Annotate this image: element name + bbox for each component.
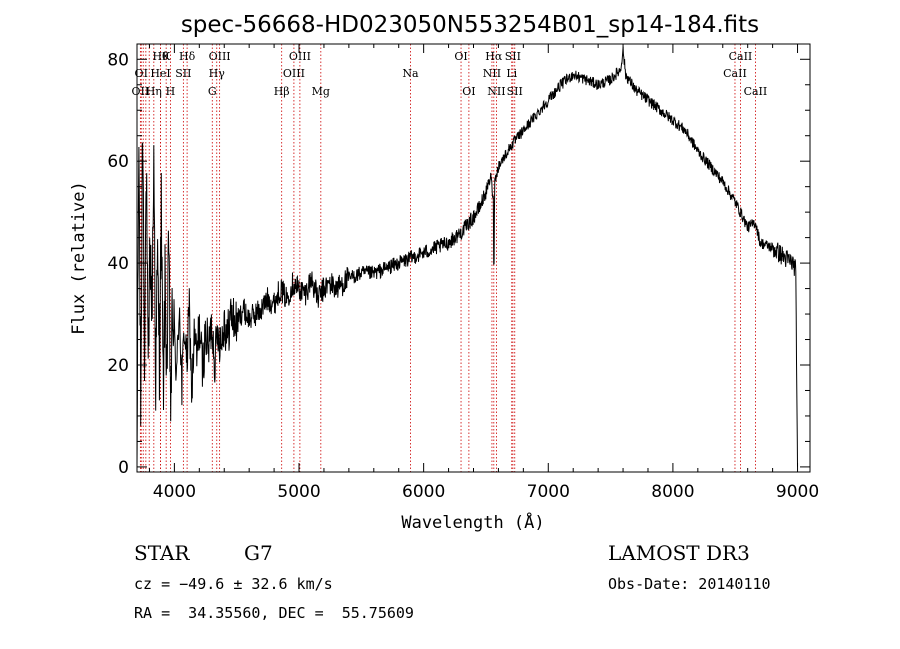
emission-line-label: OI bbox=[135, 67, 148, 80]
x-axis-label: Wavelength (Å) bbox=[401, 511, 544, 533]
emission-line-label: OI bbox=[462, 85, 475, 98]
emission-line-label: NII bbox=[483, 67, 501, 80]
emission-line-markers bbox=[139, 44, 756, 472]
x-tick-label: 6000 bbox=[402, 482, 445, 502]
emission-line-label: Mg bbox=[312, 85, 330, 98]
y-tick-label: 0 bbox=[118, 458, 129, 478]
emission-line-label: G bbox=[208, 85, 217, 98]
y-axis: 0 20 40 60 80 bbox=[107, 50, 810, 478]
emission-line-label: K bbox=[162, 50, 171, 63]
emission-line-label: CaII bbox=[744, 85, 768, 98]
y-tick-label: 80 bbox=[107, 50, 129, 70]
emission-line-label: Hθ bbox=[152, 50, 169, 63]
x-tick-label: 9000 bbox=[776, 482, 819, 502]
emission-line-label: HeI bbox=[150, 67, 170, 80]
emission-line-labels: OII OI Hη Hθ HeI K H SII Hδ G Hγ OIII Hβ OIII OIII Mg Na… bbox=[132, 50, 768, 98]
x-tick-label: 5000 bbox=[277, 482, 320, 502]
survey-name: LAMOST DR3 bbox=[608, 541, 750, 565]
observation-date: Obs-Date: 20140110 bbox=[608, 575, 771, 593]
emission-line-label: Li bbox=[506, 67, 517, 80]
emission-line-label: Hδ bbox=[179, 50, 196, 63]
emission-line-label: Hη bbox=[146, 85, 162, 98]
emission-line-label: Hβ bbox=[274, 85, 290, 98]
x-axis: 4000 5000 6000 7000 8000 9000 bbox=[148, 44, 819, 502]
x-tick-label: 7000 bbox=[527, 482, 570, 502]
emission-line-label: Hα bbox=[485, 50, 503, 63]
emission-line-label: SII bbox=[505, 50, 521, 63]
spectral-subclass: G7 bbox=[244, 541, 273, 565]
x-tick-label: 4000 bbox=[153, 482, 196, 502]
emission-line-label: SII bbox=[507, 85, 523, 98]
coordinates: RA = 34.35560, DEC = 55.75609 bbox=[134, 604, 414, 622]
object-type: STAR bbox=[134, 541, 190, 565]
emission-line-label: CaII bbox=[723, 67, 747, 80]
emission-line-label: H bbox=[166, 85, 176, 98]
emission-line-label: Hγ bbox=[209, 67, 226, 80]
y-tick-label: 40 bbox=[107, 254, 129, 274]
emission-line-label: NII bbox=[487, 85, 505, 98]
emission-line-label: CaII bbox=[729, 50, 753, 63]
redshift-velocity: cz = −49.6 ± 32.6 km/s bbox=[134, 575, 333, 593]
emission-line-label: OII bbox=[132, 85, 150, 98]
emission-line-label: OIII bbox=[283, 67, 305, 80]
emission-line-label: OIII bbox=[289, 50, 311, 63]
emission-line-label: SII bbox=[175, 67, 191, 80]
y-tick-label: 60 bbox=[107, 152, 129, 172]
x-tick-label: 8000 bbox=[651, 482, 694, 502]
emission-line-label: Na bbox=[402, 67, 419, 80]
emission-line-label: OIII bbox=[209, 50, 231, 63]
emission-line-label: OI bbox=[454, 50, 467, 63]
y-axis-label: Flux (relative) bbox=[69, 181, 89, 335]
spectrum-line bbox=[136, 46, 798, 467]
plot-frame bbox=[136, 43, 811, 473]
y-tick-label: 20 bbox=[107, 356, 129, 376]
chart-title: spec-56668-HD023050N553254B01_sp14-184.f… bbox=[181, 12, 759, 38]
